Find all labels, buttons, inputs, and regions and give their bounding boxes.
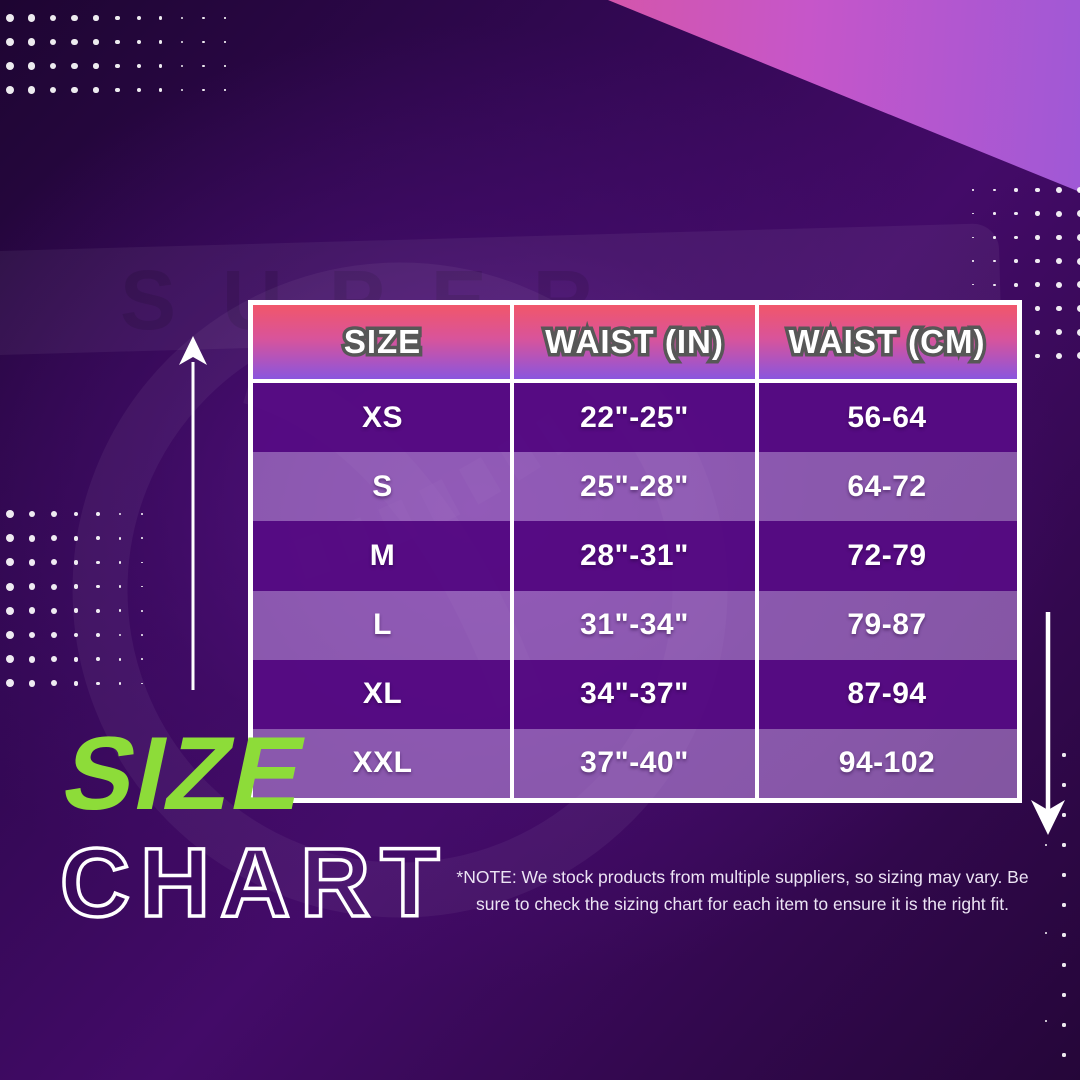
header-separator <box>253 379 1017 383</box>
size-table: SIZE WAIST (IN) WAIST (CM) XS 22"-25" 56… <box>248 300 1022 803</box>
waist-in-cell: 37"-40" <box>580 746 689 780</box>
size-cell: M <box>369 538 396 572</box>
table-header-row: SIZE WAIST (IN) WAIST (CM) <box>253 305 1017 379</box>
waist-in-cell: 31"-34" <box>580 608 689 642</box>
size-cell: L <box>373 608 392 642</box>
size-cell: XL <box>362 677 403 711</box>
size-cell: XS <box>361 400 404 434</box>
table-row: XXL 37"-40" 94-102 <box>253 728 1017 799</box>
waist-in-cell: 34"-37" <box>580 677 689 711</box>
table-row: L 31"-34" 79-87 <box>253 590 1017 660</box>
header-waist-cm-label: WAIST (CM) <box>789 323 986 361</box>
waist-cm-cell: 87-94 <box>847 677 927 711</box>
table-border <box>248 300 1022 803</box>
waist-in-cell: 25"-28" <box>580 469 689 503</box>
column-separator <box>510 305 514 798</box>
size-cell: XXL <box>352 746 413 780</box>
size-cell: S <box>372 469 393 503</box>
header-waist-in-label: WAIST (IN) <box>545 323 724 361</box>
sizing-note: *NOTE: We stock products from multiple s… <box>456 867 1029 915</box>
page-title-chart: CHART <box>58 828 450 937</box>
table-row: XL 34"-37" 87-94 <box>253 659 1017 729</box>
table-row: S 25"-28" 64-72 <box>253 452 1017 522</box>
column-separator <box>755 305 759 798</box>
table-row: M 28"-31" 72-79 <box>253 521 1017 591</box>
page-title-size: SIZE <box>53 716 318 832</box>
header-waist-in: WAIST (IN) <box>512 305 757 379</box>
waist-in-cell: 22"-25" <box>580 400 689 434</box>
waist-cm-cell: 56-64 <box>847 400 927 434</box>
table-body: XS 22"-25" 56-64 S 25"-28" 64-72 M 28"-3… <box>253 383 1017 799</box>
waist-in-cell: 28"-31" <box>580 538 689 572</box>
header-size-label: SIZE <box>344 323 422 361</box>
waist-cm-cell: 94-102 <box>838 746 936 780</box>
waist-cm-cell: 64-72 <box>847 469 927 503</box>
waist-cm-cell: 72-79 <box>847 538 927 572</box>
waist-cm-cell: 79-87 <box>847 608 927 642</box>
header-waist-cm: WAIST (CM) <box>757 305 1017 379</box>
table-row: XS 22"-25" 56-64 <box>253 383 1017 453</box>
header-size: SIZE <box>253 305 512 379</box>
